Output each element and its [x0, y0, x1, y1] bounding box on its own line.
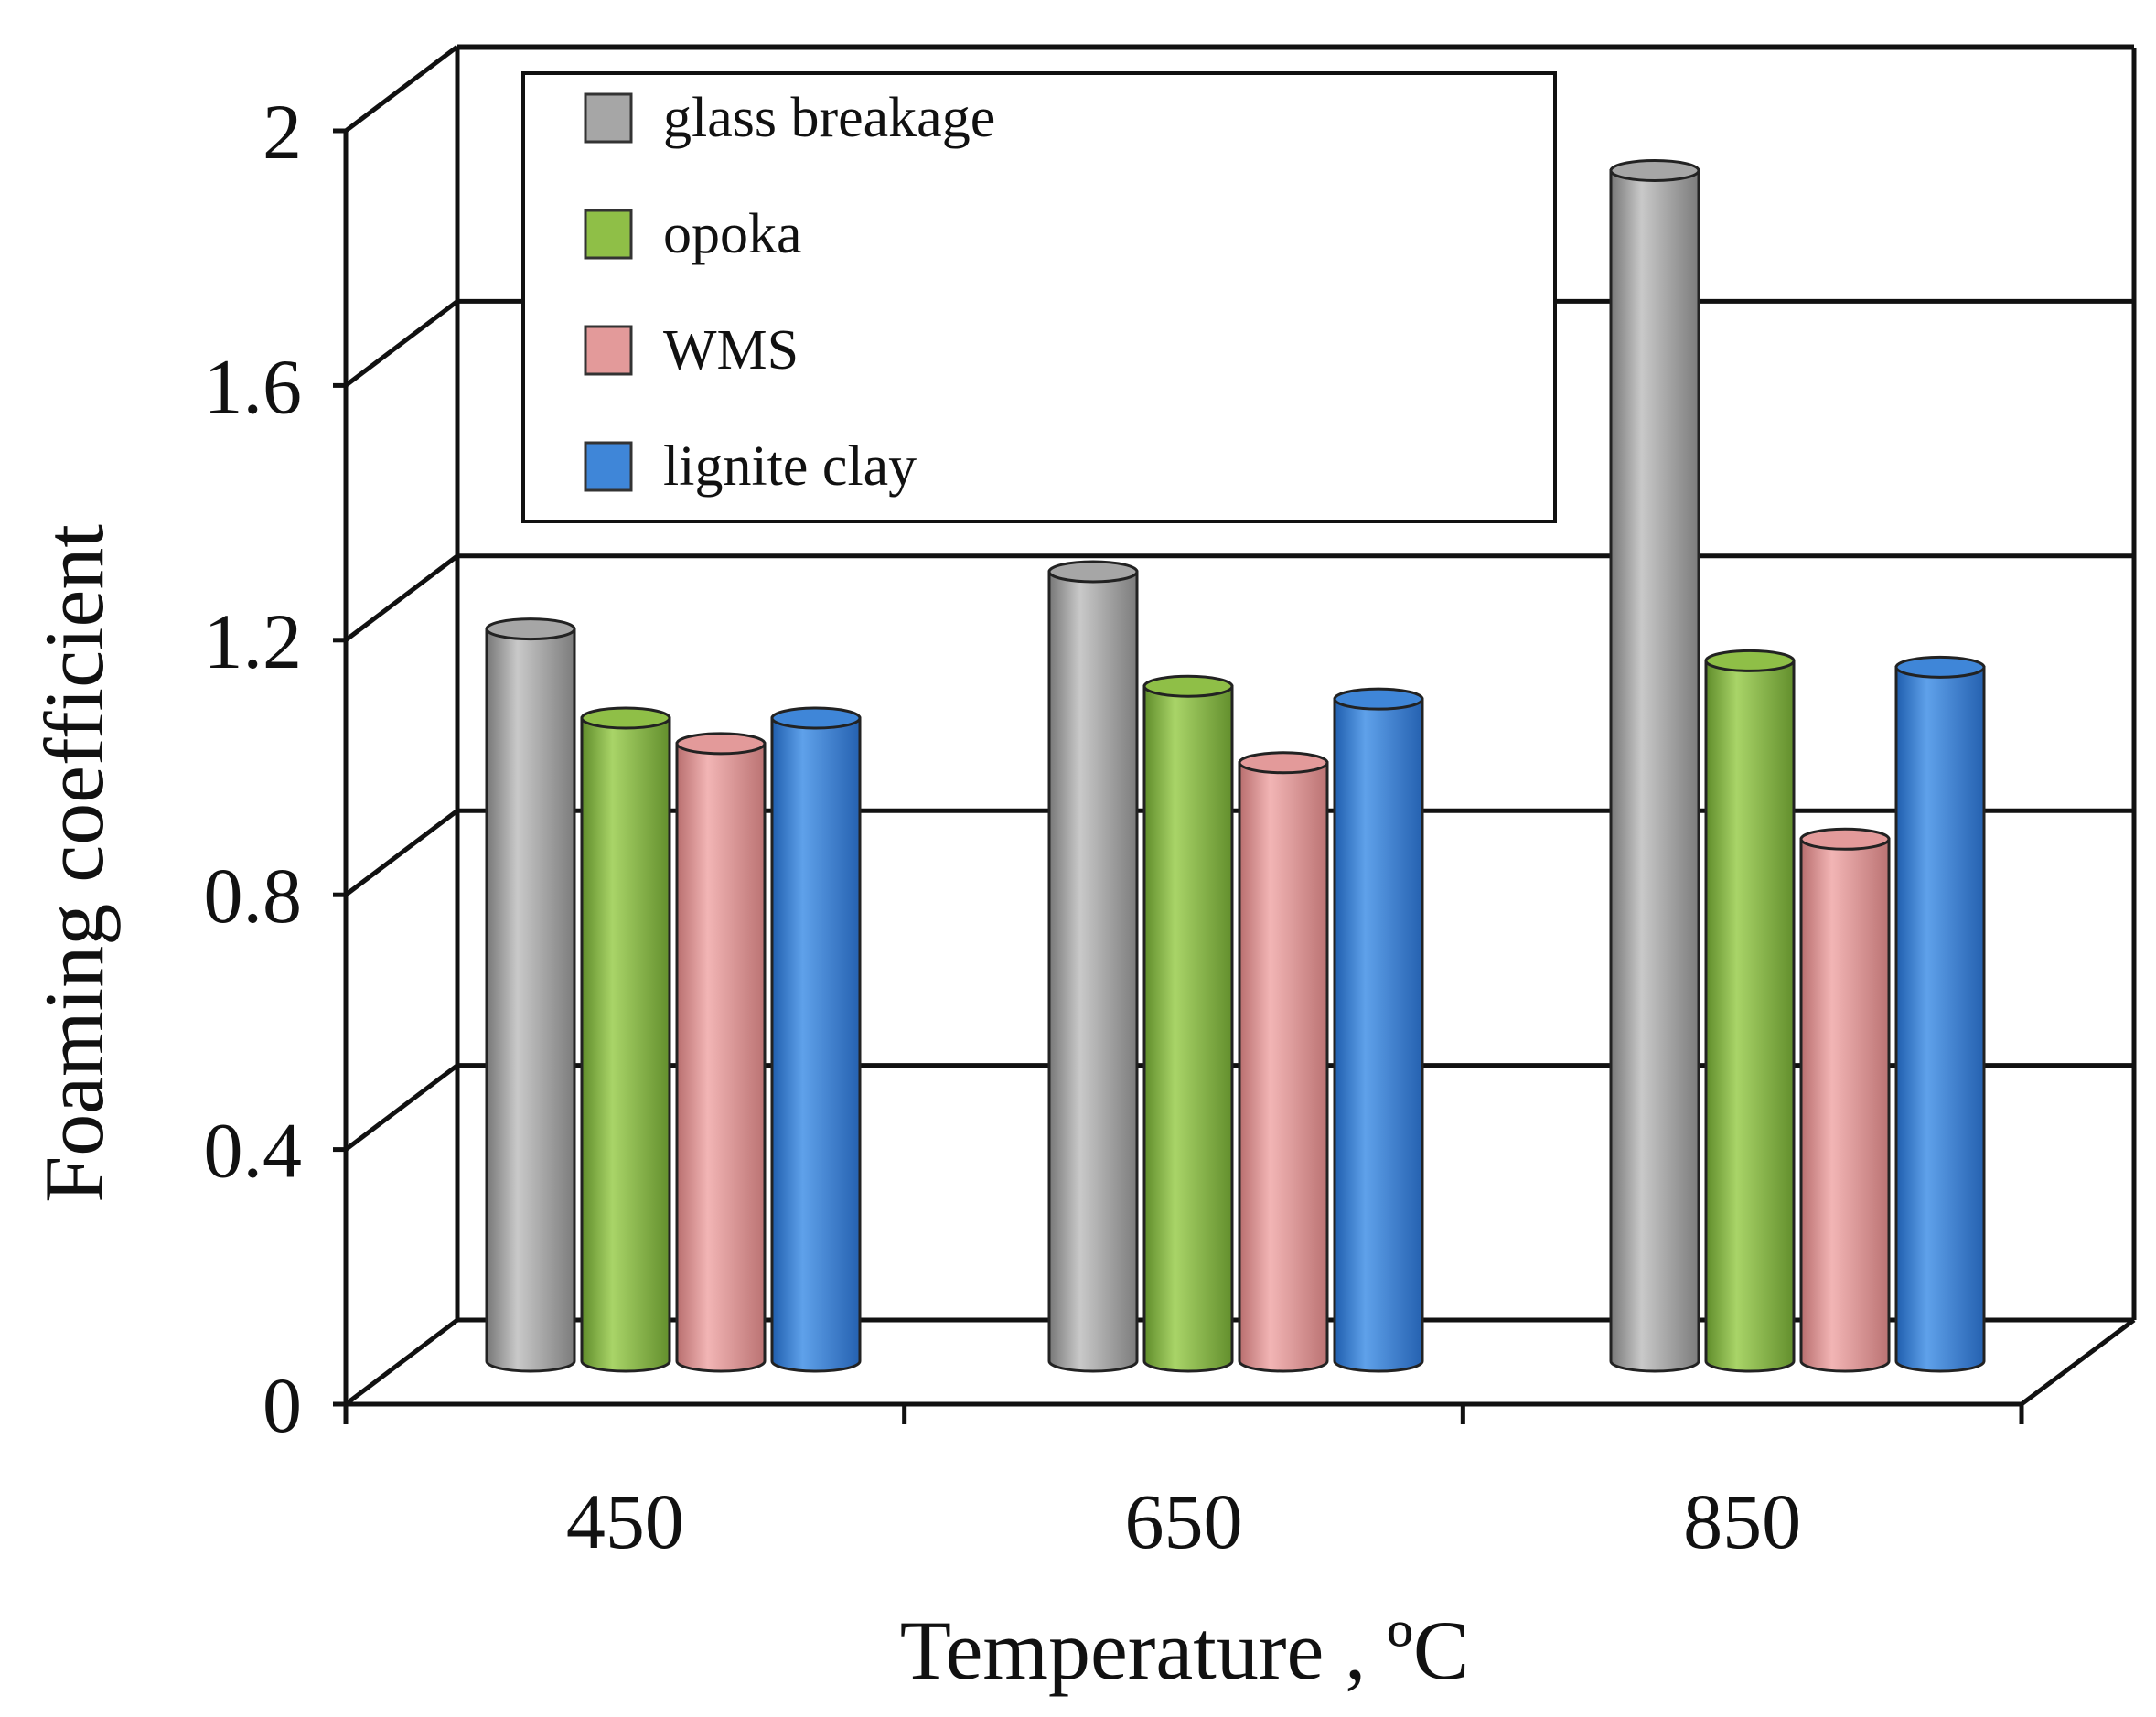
bar-lignite-clay-650 — [1333, 687, 1424, 1373]
legend-label: WMS — [663, 319, 799, 381]
y-tick-label: 0.8 — [204, 852, 303, 939]
x-tick-label: 450 — [566, 1477, 684, 1565]
legend-box — [521, 71, 1557, 523]
y-tick-label: 0 — [263, 1361, 302, 1449]
y-tick-label: 1.6 — [204, 342, 303, 430]
legend-item: lignite clay — [584, 435, 917, 498]
x-tick-label: 850 — [1683, 1477, 1801, 1565]
legend-label: opoka — [663, 203, 802, 265]
bar-opoka-650 — [1142, 674, 1234, 1373]
y-tick-label: 2 — [263, 88, 302, 176]
x-axis-title: Temperature , ºC — [900, 1604, 1469, 1697]
bar-WMS-650 — [1238, 751, 1329, 1373]
gridline-side — [344, 809, 459, 897]
bars — [485, 158, 1986, 1373]
bar-lignite-clay-850 — [1894, 655, 1986, 1373]
gridline-side — [344, 299, 459, 388]
x-tick-label: 650 — [1125, 1477, 1243, 1565]
gridline-side — [344, 553, 459, 642]
gridline-side — [344, 1063, 459, 1152]
y-axis-ticks: 0 0.4 0.8 1.2 1.6 2 — [204, 88, 346, 1449]
bar-glass-breakage-850 — [1609, 158, 1700, 1373]
bar-lignite-clay-450 — [770, 706, 862, 1373]
y-tick-label: 0.4 — [204, 1107, 303, 1195]
x-axis-ticks: 450 650 850 — [343, 1404, 2024, 1565]
gridline-side — [344, 45, 459, 133]
legend-item: opoka — [584, 203, 802, 265]
floor-right-depth-edge — [2020, 1317, 2136, 1407]
legend-item: WMS — [584, 319, 799, 381]
y-tick-label: 1.2 — [204, 597, 303, 685]
legend-label: glass breakage — [663, 87, 995, 149]
bar-glass-breakage-650 — [1047, 560, 1139, 1373]
y-axis-title: Foaming coefficient — [27, 524, 121, 1203]
legend-swatch — [584, 209, 633, 260]
bar-WMS-850 — [1799, 827, 1891, 1373]
bar-opoka-450 — [580, 706, 671, 1373]
legend-swatch — [584, 441, 633, 492]
bar-WMS-450 — [675, 732, 767, 1373]
bar-opoka-850 — [1704, 649, 1796, 1373]
floor-left-depth-edge — [344, 1318, 459, 1406]
legend-swatch — [584, 325, 633, 376]
legend-item: glass breakage — [584, 87, 995, 149]
bar-glass-breakage-450 — [485, 617, 576, 1373]
legend: glass breakage opoka WMS lignite clay — [521, 71, 1557, 523]
legend-swatch — [584, 92, 633, 144]
legend-label: lignite clay — [663, 435, 917, 498]
